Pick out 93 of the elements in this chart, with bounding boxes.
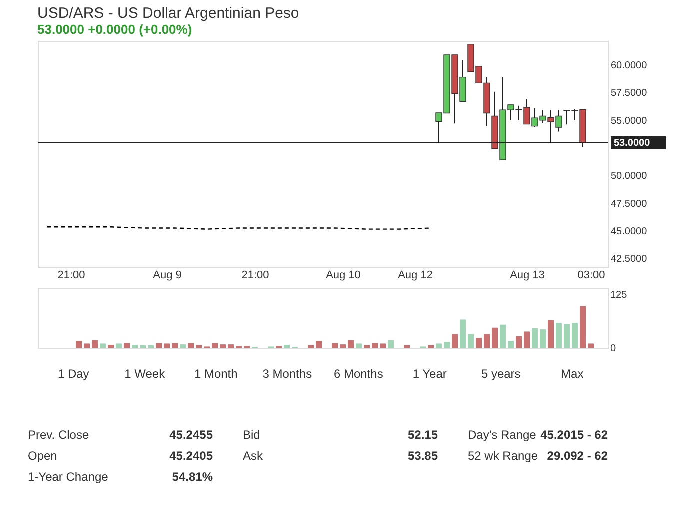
bar [124, 343, 130, 348]
text: 1 Week [124, 367, 166, 381]
bar [180, 344, 186, 348]
bar [356, 344, 362, 348]
text: 29.092 - 62 [547, 449, 608, 463]
bar [364, 345, 370, 348]
bar [484, 334, 490, 348]
text: 3 Months [262, 367, 312, 381]
bar [116, 344, 122, 348]
text: 45.2015 - 62 [540, 428, 608, 442]
bar [76, 341, 82, 348]
bar [580, 306, 586, 348]
text: 52.15 [408, 428, 438, 442]
text: 52 wk Range [468, 449, 538, 463]
y-tick-label: 55.0000 [611, 116, 648, 127]
text: Prev. Close [28, 428, 90, 442]
text: Max [561, 367, 584, 381]
chart-title: USD/ARS - US Dollar Argentinian Peso [38, 5, 300, 22]
x-tick-label: Aug 12 [398, 270, 433, 282]
bar [380, 344, 386, 348]
text: Day's Range [468, 428, 537, 442]
bar [492, 328, 498, 348]
y-tick-label: 60.0000 [611, 60, 648, 72]
bar [444, 342, 450, 348]
text: 1 Day [58, 367, 90, 381]
x-tick-label: Aug 13 [510, 270, 545, 282]
bar [212, 343, 218, 348]
text: Open [28, 449, 58, 463]
bar [548, 320, 554, 348]
bar [460, 320, 466, 348]
x-tick-label: Aug 9 [153, 270, 182, 282]
bar [588, 344, 594, 348]
text: 5 years [481, 367, 521, 381]
bar [564, 324, 570, 348]
bar [452, 334, 458, 348]
y-tick-label: 57.5000 [611, 88, 648, 100]
bar [500, 324, 506, 348]
x-tick-label: Aug 10 [326, 270, 361, 282]
ref-line-label: 53.0000 [614, 138, 651, 149]
bar [476, 338, 482, 348]
bar [556, 323, 562, 348]
bar [148, 345, 154, 348]
y-tick-label: 47.5000 [611, 198, 648, 210]
text: 6 Months [334, 367, 384, 381]
bar [508, 341, 514, 348]
text: 1 Year [412, 367, 447, 381]
bar [468, 334, 474, 348]
bar [404, 345, 410, 348]
y-tick-label: 42.5000 [611, 254, 648, 266]
y-tick-label: 0 [610, 344, 616, 354]
bar [348, 340, 354, 348]
bar [316, 341, 322, 348]
x-tick-label: 03:00 [578, 270, 606, 282]
text: 45.2455 [170, 428, 214, 442]
text: 1-Year Change [28, 470, 109, 484]
y-tick-label: 50.0000 [611, 171, 648, 182]
x-tick-label: 21:00 [242, 270, 270, 282]
bar [100, 344, 106, 348]
y-tick-label: 125 [610, 290, 628, 301]
bar [532, 328, 538, 348]
text: 53.85 [408, 449, 438, 463]
bar [524, 332, 530, 348]
bar [108, 345, 114, 348]
chart-subtitle: 53.0000 +0.0000 (+0.00%) [38, 22, 192, 37]
bar [540, 330, 546, 348]
bar [188, 343, 194, 348]
text: 54.81% [172, 470, 214, 484]
bar [284, 345, 290, 348]
bar [428, 345, 434, 348]
bar [516, 336, 522, 348]
y-tick-label: 45.0000 [611, 226, 648, 238]
bar [228, 344, 234, 348]
bar [308, 345, 314, 348]
x-tick-label: 21:00 [58, 270, 86, 282]
bar [132, 345, 138, 348]
text: 1 Month [194, 367, 238, 381]
bar [372, 343, 378, 348]
bar [436, 344, 442, 348]
bar [172, 343, 178, 348]
bar [220, 344, 226, 348]
bar [84, 344, 90, 348]
bar [140, 345, 146, 348]
bar [196, 345, 202, 348]
bar [332, 343, 338, 348]
text: 45.2405 [170, 449, 214, 463]
bar [156, 343, 162, 348]
bar [572, 323, 578, 348]
bar [164, 344, 170, 348]
bar [340, 344, 346, 348]
text: Bid [243, 428, 260, 442]
text: Ask [243, 449, 264, 463]
bar [92, 340, 98, 348]
bar [388, 340, 394, 348]
